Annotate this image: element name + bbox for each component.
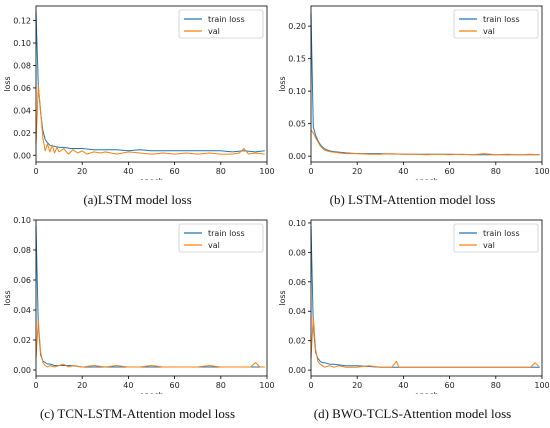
y-tick-label-b: 0.00 xyxy=(288,152,306,161)
y-axis-label-a: loss xyxy=(3,76,12,91)
chart-panel-b: 0 20 40 60 80 100 0.00 0.05 0.10 0.15 0.20 epoch los… xyxy=(275,0,550,214)
x-tick-label-b: 0 xyxy=(308,167,313,176)
line-chart-d: 0 20 40 60 80 100 0.00 0.02 0.04 0.06 0.08 0.10 epoc… xyxy=(278,219,550,400)
y-tick-label-a: 0.06 xyxy=(13,84,31,93)
y-axis-label-c: loss xyxy=(3,290,12,305)
x-tick-label-b: 20 xyxy=(352,167,362,176)
legend-train-label-c: train loss xyxy=(208,229,245,238)
y-tick-label-d: 0.04 xyxy=(288,307,306,316)
y-tick-label-b: 0.20 xyxy=(288,22,306,31)
y-axis-label-b: loss xyxy=(278,76,287,91)
y-tick-label-c: 0.08 xyxy=(13,246,31,255)
legend-train-label-d: train loss xyxy=(483,229,520,238)
y-tick-label-d: 0.10 xyxy=(288,219,306,228)
y-tick-label-a: 0.08 xyxy=(13,61,31,70)
y-tick-label-c: 0.04 xyxy=(13,306,31,315)
y-tick-label-a: 0.02 xyxy=(13,129,31,138)
y-axis-label-d: loss xyxy=(278,290,287,305)
x-tick-label-a: 80 xyxy=(216,167,226,176)
y-tick-label-c: 0.10 xyxy=(13,216,31,225)
line-chart-b: 0 20 40 60 80 100 0.00 0.05 0.10 0.15 0.20 epoch los… xyxy=(278,5,550,186)
y-tick-label-b: 0.10 xyxy=(288,87,306,96)
plot-frame-c xyxy=(35,219,268,377)
chart-caption-a: (a)LSTM model loss xyxy=(83,192,192,207)
x-axis-label-b: epoch xyxy=(414,177,438,180)
x-tick-label-a: 0 xyxy=(33,167,38,176)
legend-val-label-c: val xyxy=(208,241,220,250)
legend-val-label-a: val xyxy=(208,27,220,36)
x-tick-label-d: 100 xyxy=(534,381,549,390)
x-tick-label-c: 100 xyxy=(259,381,274,390)
x-tick-label-c: 80 xyxy=(216,381,226,390)
x-tick-label-a: 100 xyxy=(259,167,274,176)
plot-frame-d xyxy=(310,219,543,377)
chart-caption-d: (d) BWO-TCLS-Attention model loss xyxy=(313,406,512,421)
chart-caption-b: (b) LSTM-Attention model loss xyxy=(329,192,496,207)
y-tick-label-b: 0.05 xyxy=(288,120,306,129)
plot-frame-b xyxy=(310,5,543,163)
y-tick-label-a: 0.00 xyxy=(13,151,31,160)
chart-panel-d: 0 20 40 60 80 100 0.00 0.02 0.04 0.06 0.08 0.10 epoc… xyxy=(275,214,550,428)
x-tick-label-a: 40 xyxy=(123,167,133,176)
line-chart-c: 0 20 40 60 80 100 0.00 0.02 0.04 0.06 0.08 0.10 epoc… xyxy=(3,216,275,400)
x-tick-label-b: 60 xyxy=(445,167,455,176)
y-tick-label-c: 0.02 xyxy=(13,336,31,345)
x-axis-label-d: epoch xyxy=(414,391,438,394)
legend-train-label-a: train loss xyxy=(208,15,245,24)
chart-caption-c: (c) TCN-LSTM-Attention model loss xyxy=(39,406,236,421)
x-tick-label-b: 80 xyxy=(491,167,501,176)
chart-panel-a: 0 20 40 60 80 100 0.00 0.02 0.04 0.06 0.08 0.10 0.12… xyxy=(0,0,275,214)
x-tick-label-a: 60 xyxy=(170,167,180,176)
val-line-b xyxy=(310,129,540,156)
y-tick-label-a: 0.10 xyxy=(13,39,31,48)
y-tick-label-a: 0.12 xyxy=(13,17,31,26)
x-axis-label-a: epoch xyxy=(139,177,163,180)
y-tick-label-d: 0.02 xyxy=(288,337,306,346)
line-chart-a: 0 20 40 60 80 100 0.00 0.02 0.04 0.06 0.08 0.10 0.12… xyxy=(3,5,275,186)
x-tick-label-c: 40 xyxy=(123,381,133,390)
x-tick-label-d: 80 xyxy=(491,381,501,390)
val-line-a xyxy=(35,85,265,155)
y-tick-label-c: 0.00 xyxy=(13,366,31,375)
x-tick-label-b: 40 xyxy=(398,167,408,176)
x-tick-label-c: 20 xyxy=(77,381,87,390)
x-axis-label-c: epoch xyxy=(139,391,163,394)
x-tick-label-a: 20 xyxy=(77,167,87,176)
y-tick-label-b: 0.15 xyxy=(288,55,306,64)
x-tick-label-c: 60 xyxy=(170,381,180,390)
x-tick-label-d: 20 xyxy=(352,381,362,390)
y-tick-label-c: 0.06 xyxy=(13,276,31,285)
val-line-c xyxy=(35,320,265,368)
y-tick-label-d: 0.06 xyxy=(288,278,306,287)
x-tick-label-c: 0 xyxy=(33,381,38,390)
chart-panel-c: 0 20 40 60 80 100 0.00 0.02 0.04 0.06 0.08 0.10 epoc… xyxy=(0,214,275,428)
x-tick-label-b: 100 xyxy=(534,167,549,176)
legend-train-label-b: train loss xyxy=(483,15,520,24)
x-tick-label-d: 60 xyxy=(445,381,455,390)
y-tick-label-d: 0.00 xyxy=(288,366,306,375)
x-tick-label-d: 0 xyxy=(308,381,313,390)
y-tick-label-a: 0.04 xyxy=(13,106,31,115)
x-tick-label-d: 40 xyxy=(398,381,408,390)
legend-val-label-b: val xyxy=(483,27,495,36)
train-loss-line-a xyxy=(35,11,265,153)
plot-frame-a xyxy=(35,5,268,163)
val-line-d xyxy=(310,316,541,368)
y-tick-label-d: 0.08 xyxy=(288,248,306,257)
legend-val-label-d: val xyxy=(483,241,495,250)
